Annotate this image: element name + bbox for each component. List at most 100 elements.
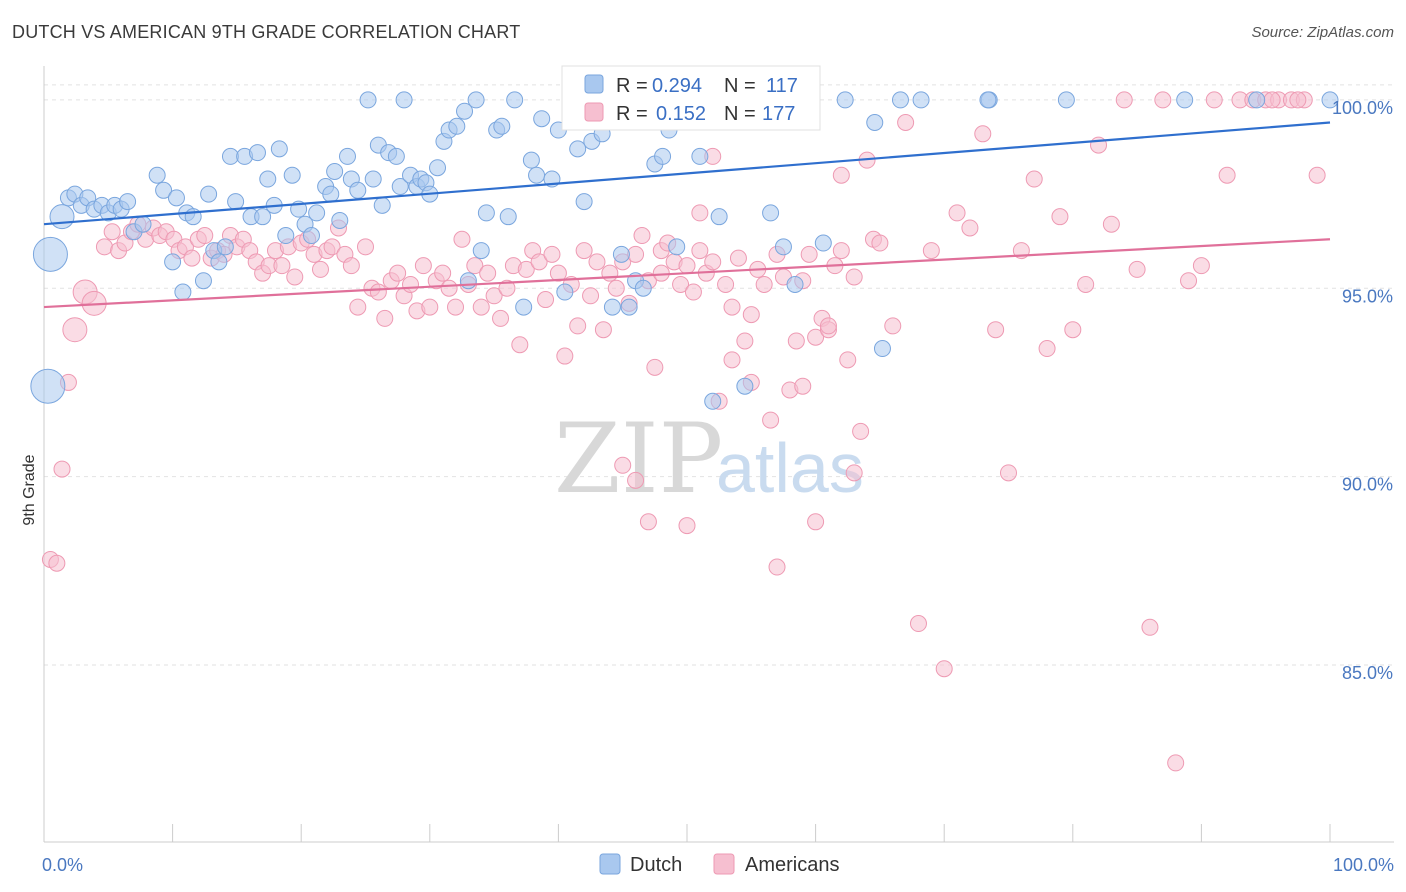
dutch-point [248,144,266,162]
dutch-point [148,166,166,184]
americans-point [95,238,113,256]
americans-point [421,298,439,316]
americans-point [1025,170,1043,188]
dutch-point [1321,91,1339,109]
dutch-point [979,91,997,109]
dutch-point [472,242,490,260]
americans-point [549,264,567,282]
legend-dutch-r-label: R = [616,75,648,97]
dutch-point [866,114,884,132]
americans-point [402,275,420,293]
americans-point [414,257,432,275]
americans-point [472,298,490,316]
dutch-point [814,234,832,252]
dutch-point [270,140,288,158]
legend-americans-r-value: 0.152 [656,103,706,125]
dutch-point [283,166,301,184]
americans-point [1000,464,1017,482]
dutch-point [891,91,909,109]
americans-point [349,298,367,316]
legend-dutch-n-label: N = [724,75,756,97]
dutch-point [691,147,709,165]
dutch-point [634,279,652,297]
americans-point [1038,340,1056,358]
dutch-point [373,196,391,214]
americans-point [530,253,548,271]
y-tick-label-1: 95.0% [1342,286,1393,306]
dutch-point [477,204,495,222]
dutch-point [326,162,344,180]
dutch-point [1057,91,1075,109]
americans-point [819,317,837,335]
americans-point [639,513,657,531]
americans-point [511,336,529,354]
chart-title: DUTCH VS AMERICAN 9TH GRADE CORRELATION … [12,22,521,42]
americans-point [594,321,612,339]
americans-point [342,257,360,275]
dutch-point [654,147,672,165]
americans-point [627,471,645,489]
dutch-point [30,368,66,404]
americans-point [646,358,664,376]
x-tick-labels: 0.0% 100.0% [42,855,1394,875]
americans-point [183,249,201,267]
americans-point [691,242,709,260]
americans-point [582,287,600,305]
americans-point [447,298,465,316]
americans-point [1051,208,1069,226]
legend-stats: R = 0.294 N = 117 R = 0.152 N = 177 [561,65,821,131]
dutch-point [395,91,413,109]
x-tick-label-0: 0.0% [42,855,83,875]
dutch-point [506,91,524,109]
americans-point [755,275,773,293]
dutch-point [364,170,382,188]
americans-point [1128,260,1146,278]
americans-point [832,242,850,260]
dutch-point [119,193,137,211]
americans-point [607,279,625,297]
dutch-point [762,204,780,222]
americans-point [286,268,304,286]
americans-point [1205,91,1223,109]
dutch-point [1248,91,1266,109]
americans-point [1263,91,1281,109]
americans-point [103,223,121,241]
dutch-point [704,392,722,410]
americans-point [742,306,760,324]
dutch-point [134,215,152,233]
americans-point [1289,91,1307,109]
americans-point [1167,754,1185,772]
legend-americans-n-label: N = [724,103,756,125]
dutch-point [620,298,638,316]
americans-point [832,166,850,184]
dutch-point [277,227,295,245]
dutch-point [528,166,546,184]
legend-series: Dutch Americans [599,853,839,876]
dutch-point [200,185,218,203]
dutch-point [575,193,593,211]
americans-point [794,377,812,395]
dutch-point [349,181,367,199]
dutch-point [167,189,185,207]
dutch-point [32,236,68,272]
trend-lines [43,121,1331,309]
dutch-point [873,340,891,358]
dutch-point [467,91,485,109]
americans-point [852,422,870,440]
y-tick-labels: 100.0% 95.0% 90.0% 85.0% [1332,98,1393,683]
dutch-point [668,238,686,256]
dutch-point [612,245,630,263]
americans-point [1218,166,1236,184]
americans-point [498,279,516,297]
americans-point [935,660,953,678]
dutch-point [1176,91,1194,109]
legend-bottom-dutch-label: Dutch [630,854,682,876]
dutch-point [322,185,340,203]
dutch-point [259,170,277,188]
americans-point [729,249,747,267]
y-tick-label-2: 90.0% [1342,475,1393,495]
americans-point [434,264,452,282]
americans-trend-line [43,238,1331,309]
legend-dutch-r-value: 0.294 [652,75,702,97]
legend-americans-r-label: R = [616,103,648,125]
